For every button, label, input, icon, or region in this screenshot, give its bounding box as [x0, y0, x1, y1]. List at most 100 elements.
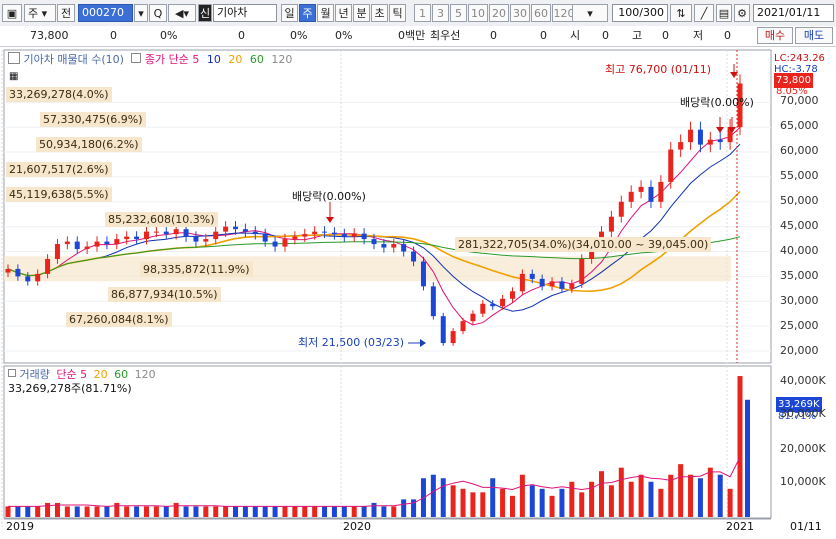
candle-body [608, 216, 614, 232]
q-button[interactable]: Q [149, 4, 167, 22]
candle-body [361, 233, 367, 240]
candle-body [312, 231, 318, 235]
period-tab[interactable]: 초 [371, 4, 388, 22]
candle-body [242, 229, 248, 232]
x-label-2020: 2020 [343, 520, 371, 533]
candle-body [94, 241, 100, 247]
volume-panel-title: 거래량 단순 5 20 60 120 [8, 367, 156, 382]
price-y-tick: 25,000 [780, 319, 819, 332]
buy-button[interactable]: 매수 [757, 27, 793, 44]
candle-body [15, 268, 21, 277]
chart-icon[interactable]: ▣ [2, 4, 22, 22]
candle-body [460, 321, 466, 332]
candle-body [500, 298, 506, 307]
stock-name-field[interactable]: 기아차 [213, 4, 277, 22]
volume-bar [549, 495, 555, 517]
candle-body [302, 234, 308, 237]
candle-body [5, 268, 11, 273]
candle-body [213, 231, 219, 240]
volume-bar [331, 506, 337, 517]
interval-button[interactable]: 10 [468, 4, 488, 22]
gear-icon[interactable]: ⚙ [734, 4, 750, 22]
search-icon[interactable]: ▾ [134, 4, 148, 22]
price-y-tick: 70,000 [780, 94, 819, 107]
interval-button[interactable]: 5 [450, 4, 467, 22]
volume-bar [450, 485, 456, 517]
period-tab[interactable]: 년 [335, 4, 352, 22]
price-y-tick: 20,000 [780, 344, 819, 357]
volume-bar [717, 474, 723, 517]
volume-bar [322, 506, 328, 517]
volume-bar [74, 506, 80, 517]
current-price-tag: 73,800 [774, 73, 813, 88]
volume-bar [648, 481, 654, 517]
volume-bar [599, 471, 605, 517]
volume-profile-label: 33,269,278(4.0%) [6, 87, 112, 102]
volume-y-tick: 20,000K [780, 442, 826, 455]
candle-body [252, 231, 258, 235]
interval-button[interactable]: 1 [414, 4, 431, 22]
low-value: 0 [724, 29, 731, 42]
period-type-value: 주 [28, 7, 39, 20]
price-y-tick: 35,000 [780, 269, 819, 282]
interval-button[interactable]: 30 [510, 4, 530, 22]
price-y-tick: 60,000 [780, 144, 819, 157]
interval-button[interactable]: 3 [432, 4, 449, 22]
volume-bar [233, 506, 239, 517]
period-tab[interactable]: 주 [299, 4, 316, 22]
volume-bar [490, 478, 496, 517]
save-icon[interactable]: ▤ [716, 4, 732, 22]
candle-body [579, 258, 585, 284]
volume-bar [183, 506, 189, 517]
max-price-label: 최고 76,700 (01/11) [605, 63, 712, 76]
candle-body [272, 241, 278, 247]
candle-body [233, 226, 239, 230]
volume-bar [470, 492, 476, 517]
pref-value-1: 0 [490, 29, 497, 42]
period-tab[interactable]: 일 [281, 4, 298, 22]
pct-2: 0% [290, 29, 308, 42]
candle-body [322, 231, 328, 233]
period-type-select[interactable]: 주 ▾ [24, 4, 56, 22]
candle-body [589, 246, 595, 259]
volume-bar [569, 481, 575, 517]
price-panel-title: 기아차 매물대 수(10) 종가 단순 5 10 20 60 120 [8, 52, 292, 67]
grid-icon[interactable]: ▦ [9, 71, 19, 82]
volume-ma-60: 60 [114, 368, 129, 381]
period-tab[interactable]: 분 [353, 4, 370, 22]
candle-body [173, 229, 179, 235]
volume-bar [688, 474, 694, 517]
line-tool-icon[interactable]: ╱ [694, 4, 714, 22]
sell-button[interactable]: 매도 [795, 27, 833, 44]
candle-body [539, 278, 545, 287]
compare-icon[interactable]: ⇅ [670, 4, 692, 22]
stock-code-input[interactable]: 000270 [78, 4, 133, 22]
candle-body [658, 181, 664, 202]
period-tab[interactable]: 틱 [389, 4, 406, 22]
candle-body [519, 273, 525, 292]
volume-bar [104, 506, 110, 517]
count-field[interactable]: 100/300 [612, 4, 668, 22]
volume-bar [371, 502, 377, 517]
volume-bar [203, 506, 209, 517]
all-button[interactable]: 전 [57, 4, 75, 22]
date-field[interactable]: 2021/01/11 [753, 4, 834, 22]
interval-dropdown[interactable]: ▾ [572, 4, 608, 22]
interval-button[interactable]: 20 [489, 4, 509, 22]
volume-bar [5, 506, 11, 517]
volume-bar [697, 478, 703, 517]
volume-bar [707, 467, 713, 517]
volume-bar [143, 506, 149, 517]
volume-bar [312, 506, 318, 517]
volume-bar [45, 502, 51, 517]
candle-body [143, 231, 149, 240]
interval-button[interactable]: 60 [531, 4, 551, 22]
volume-bar [15, 506, 21, 517]
speaker-icon[interactable]: ◀▾ [168, 4, 196, 22]
volume-bar [440, 478, 446, 517]
volume-bar [589, 481, 595, 517]
volume-profile-label: 281,322,705(34.0%)(34,010.00 ~ 39,045.00… [455, 237, 712, 252]
pct-1: 0% [160, 29, 178, 42]
candle-body [134, 236, 140, 240]
period-tab[interactable]: 월 [317, 4, 334, 22]
